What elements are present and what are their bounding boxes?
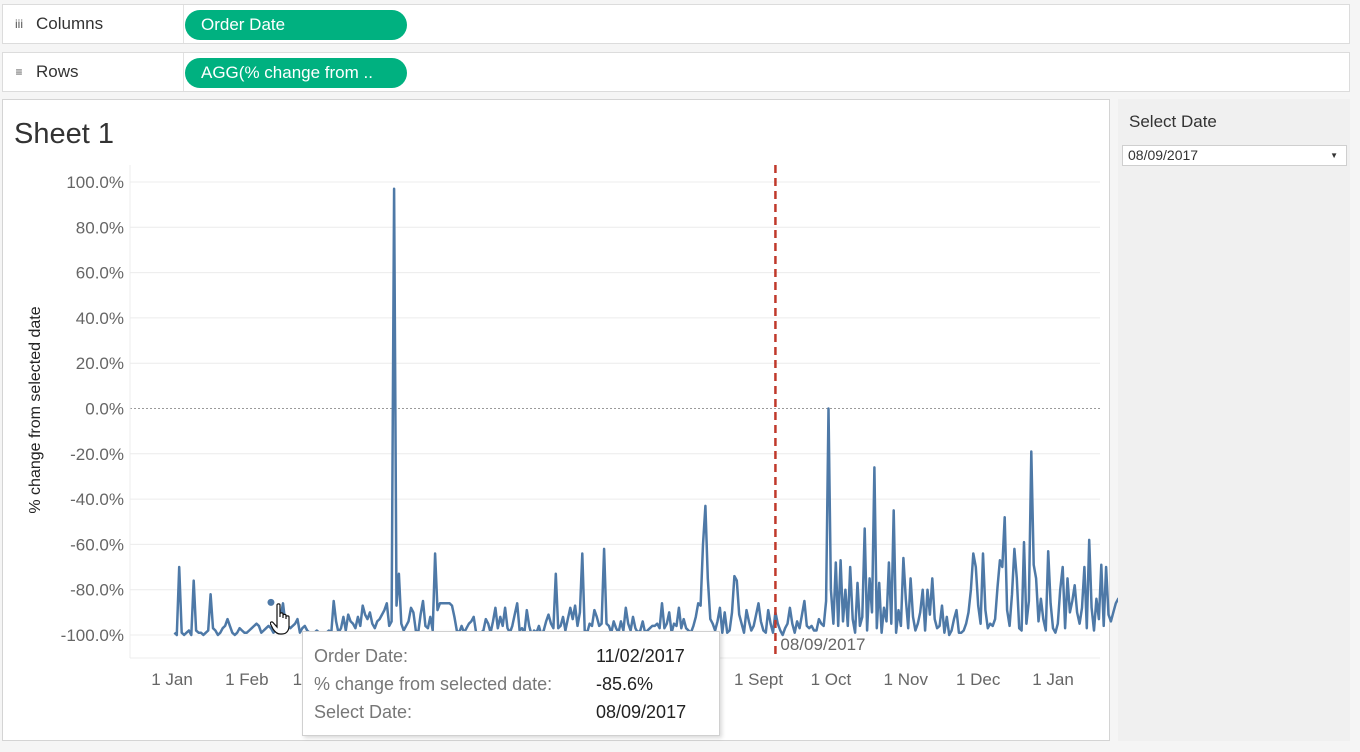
rows-shelf: ≡ Rows AGG(% change from ..	[2, 52, 1350, 92]
y-tick-label: 20.0%	[76, 354, 124, 373]
reference-line-label: 08/09/2017	[780, 635, 865, 654]
filter-panel	[1118, 99, 1350, 741]
tooltip-key: Order Date:	[314, 646, 409, 666]
x-tick-label: 1 Jan	[151, 670, 193, 689]
agg-measure-pill[interactable]: AGG(% change from ..	[185, 58, 407, 88]
x-tick-label: 1 Oct	[811, 670, 852, 689]
y-tick-label: 40.0%	[76, 309, 124, 328]
rows-shelf-text: Rows	[36, 62, 79, 81]
y-tick-label: 100.0%	[66, 173, 124, 192]
sheet-title: Sheet 1	[14, 118, 114, 150]
select-date-value: 08/09/2017	[1128, 147, 1199, 163]
tooltip-key: % change from selected date:	[314, 674, 553, 694]
x-tick-label: 1 Jan	[1032, 670, 1074, 689]
rows-shelf-label: ≡ Rows	[3, 53, 184, 91]
select-date-dropdown[interactable]: 08/09/2017 ▼	[1122, 145, 1347, 166]
columns-shelf-text: Columns	[36, 14, 104, 33]
hand-cursor-icon	[270, 603, 290, 635]
tooltip-value: 11/02/2017	[596, 646, 685, 666]
y-tick-label: -80.0%	[70, 581, 124, 600]
y-tick-label: -60.0%	[70, 535, 124, 554]
highlighted-point	[267, 598, 275, 606]
y-tick-label: 80.0%	[76, 218, 124, 237]
tooltip: Order Date: 11/02/2017 % change from sel…	[302, 631, 720, 736]
order-date-pill[interactable]: Order Date	[185, 10, 407, 40]
columns-icon: iii	[15, 17, 23, 31]
y-tick-label: -20.0%	[70, 445, 124, 464]
tooltip-value: -85.6%	[596, 674, 654, 694]
x-tick-label: 1 Feb	[225, 670, 268, 689]
x-tick-label: 1 Dec	[956, 670, 1001, 689]
y-tick-label: 60.0%	[76, 264, 124, 283]
chevron-down-icon[interactable]: ▼	[1330, 151, 1338, 160]
rows-icon: ≡	[15, 65, 23, 79]
x-tick-label: 1 Sept	[734, 670, 783, 689]
x-tick-label: 1 Nov	[884, 670, 929, 689]
tooltip-key: Select Date:	[314, 702, 413, 722]
filter-title: Select Date	[1129, 112, 1217, 131]
y-tick-label: -100.0%	[61, 626, 124, 645]
y-tick-label: 0.0%	[85, 400, 124, 419]
series-line	[173, 187, 1137, 637]
columns-shelf-label: iii Columns	[3, 5, 184, 43]
tooltip-value: 08/09/2017	[596, 702, 687, 722]
y-tick-label: -40.0%	[70, 490, 124, 509]
columns-shelf: iii Columns Order Date	[2, 4, 1350, 44]
